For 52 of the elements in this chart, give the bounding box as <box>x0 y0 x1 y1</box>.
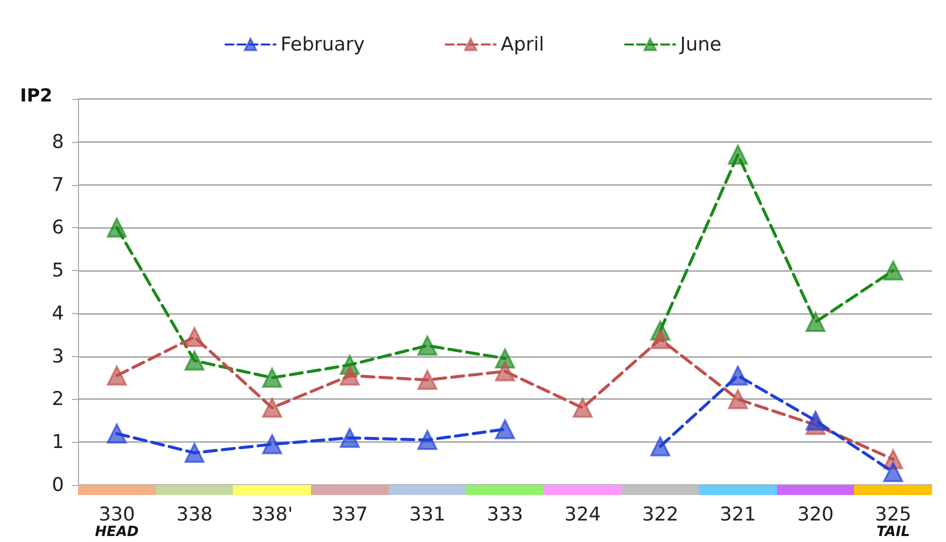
point <box>495 419 515 440</box>
x-tick-label: 338' <box>251 504 293 526</box>
x-tick-label: 338 <box>176 504 213 526</box>
y-tick-label: 5 <box>52 260 64 282</box>
x-tick-label: 333 <box>486 504 524 526</box>
point <box>106 218 127 238</box>
x-tick-label: 330 <box>98 504 135 526</box>
x-tick-label: 320 <box>797 504 834 526</box>
point <box>883 462 904 482</box>
y-axis-title: IP2 <box>20 86 52 106</box>
x-tick-label: 337 <box>332 504 368 526</box>
x-tick-label: 322 <box>642 504 678 526</box>
x-tick-label: 321 <box>720 504 756 526</box>
y-tick-label: 4 <box>52 302 64 324</box>
y-tick-label: 1 <box>52 431 64 454</box>
point <box>495 361 515 382</box>
point <box>883 260 904 281</box>
x-tick-label: 324 <box>564 504 601 526</box>
y-tick-label: 8 <box>52 130 64 153</box>
point <box>184 327 204 348</box>
point <box>728 144 748 165</box>
point <box>806 312 826 332</box>
point <box>572 398 593 418</box>
point <box>340 366 360 386</box>
point <box>184 442 204 463</box>
point <box>806 410 826 431</box>
point <box>106 366 127 386</box>
point <box>417 336 438 356</box>
legend-label: April <box>500 34 544 56</box>
point <box>650 329 670 350</box>
legend-label: February <box>280 34 365 56</box>
point <box>417 430 438 450</box>
x-tick-label: 331 <box>409 504 446 526</box>
point <box>106 424 127 444</box>
point <box>340 428 360 448</box>
y-tick-label: 6 <box>52 216 64 239</box>
point <box>262 398 282 418</box>
point <box>728 389 748 410</box>
point <box>417 370 438 390</box>
point <box>728 366 748 386</box>
x-tick-label: 325 <box>875 504 912 526</box>
y-tick-label: 3 <box>52 345 64 368</box>
y-tick-label: 7 <box>52 174 64 196</box>
point <box>650 436 670 456</box>
point <box>262 434 282 454</box>
y-tick-label: 0 <box>52 474 64 496</box>
text: HEAD <box>94 524 139 540</box>
legend-label: June <box>679 34 722 56</box>
text: TAIL <box>876 524 910 540</box>
point <box>184 350 204 371</box>
y-tick-label: 2 <box>52 388 64 410</box>
point <box>262 368 282 388</box>
